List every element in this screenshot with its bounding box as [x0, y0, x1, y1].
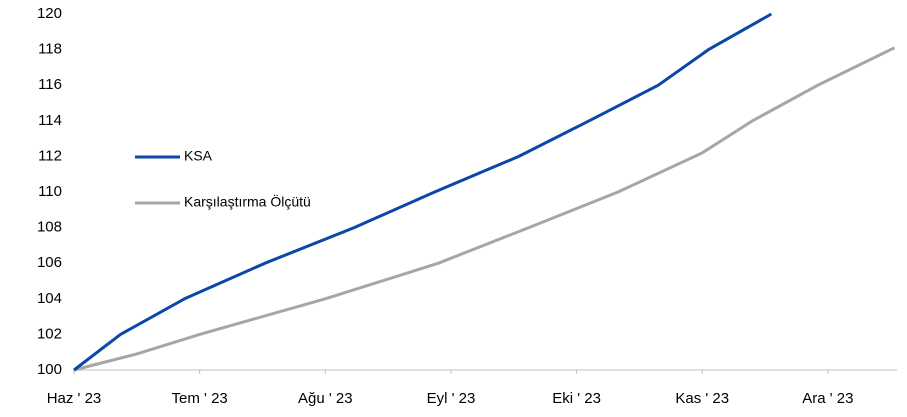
y-tick-label: 118: [38, 41, 62, 58]
y-tick-label: 110: [38, 183, 62, 200]
y-tick-label: 120: [37, 5, 62, 22]
y-tick-label: 108: [37, 219, 62, 236]
x-tick-label: Tem ' 23: [172, 390, 228, 407]
x-tick-label: Ara ' 23: [802, 390, 853, 407]
x-tick-label: Kas ' 23: [675, 390, 729, 407]
legend-label: Karşılaştırma Ölçütü: [184, 193, 311, 210]
y-tick-label: 100: [37, 361, 62, 378]
x-tick-label: Haz ' 23: [47, 390, 102, 407]
y-tick-label: 114: [38, 112, 62, 129]
x-tick-label: Ağu ' 23: [298, 390, 353, 407]
series-line: [73, 46, 896, 372]
series-line: [73, 12, 773, 372]
x-tick-label: Eki ' 23: [552, 390, 601, 407]
y-tick-label: 102: [37, 325, 62, 342]
y-tick-label: 112: [38, 147, 62, 164]
y-tick-label: 104: [37, 290, 62, 307]
legend-label: KSA: [184, 148, 213, 164]
y-tick-label: 106: [37, 254, 62, 271]
x-tick-label: Eyl ' 23: [427, 390, 476, 407]
y-tick-label: 116: [38, 76, 62, 93]
